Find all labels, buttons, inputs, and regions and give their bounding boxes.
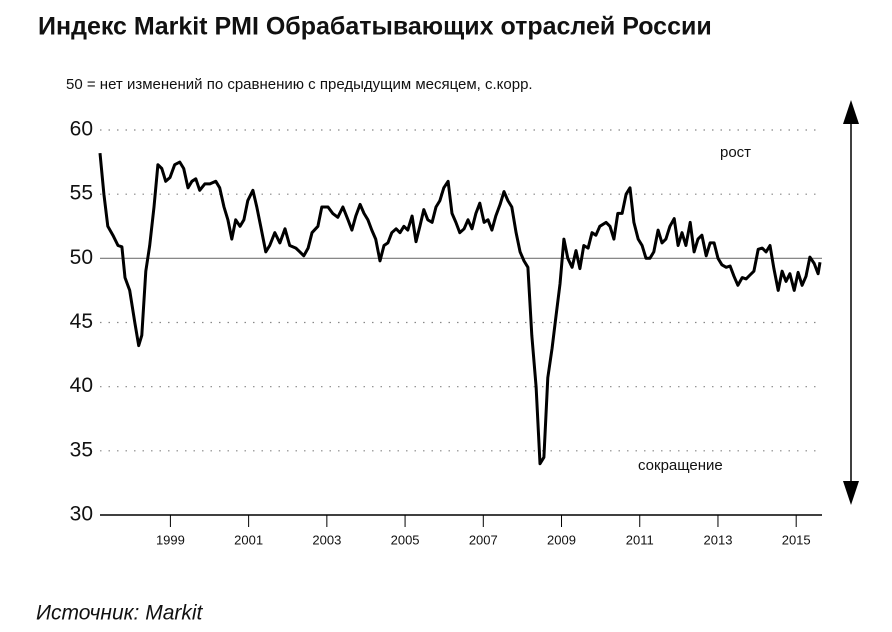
annotation: рост xyxy=(720,144,751,161)
x-tick-label: 2015 xyxy=(782,532,811,547)
x-tick-label: 2003 xyxy=(312,532,341,547)
line-series xyxy=(98,152,822,466)
y-tick-label: 50 xyxy=(70,246,93,269)
y-tick-label: 45 xyxy=(70,310,93,333)
x-tick-label: 2011 xyxy=(626,532,654,547)
x-tick-label: 2005 xyxy=(391,532,420,547)
arrow xyxy=(843,100,859,505)
x-tick-label: 2009 xyxy=(547,532,576,547)
source: Источник: Markit xyxy=(36,602,204,625)
y-tick-label: 40 xyxy=(70,374,93,397)
chart-title: Индекс Markit PMI Обрабатывающих отрасле… xyxy=(38,13,712,41)
y-tick-label: 35 xyxy=(70,438,93,461)
x-tick-label: 2001 xyxy=(234,532,263,547)
annotation: сокращение xyxy=(638,457,723,474)
y-tick-label: 60 xyxy=(70,118,93,141)
y-tick-label: 30 xyxy=(70,503,93,526)
y-tick-label: 55 xyxy=(70,182,93,205)
x-tick-label: 1999 xyxy=(156,532,185,547)
subtitle: 50 = нет изменений по сравнению с предыд… xyxy=(66,76,533,93)
x-tick-label: 2007 xyxy=(469,532,498,547)
x-tick-label: 2013 xyxy=(704,532,733,547)
